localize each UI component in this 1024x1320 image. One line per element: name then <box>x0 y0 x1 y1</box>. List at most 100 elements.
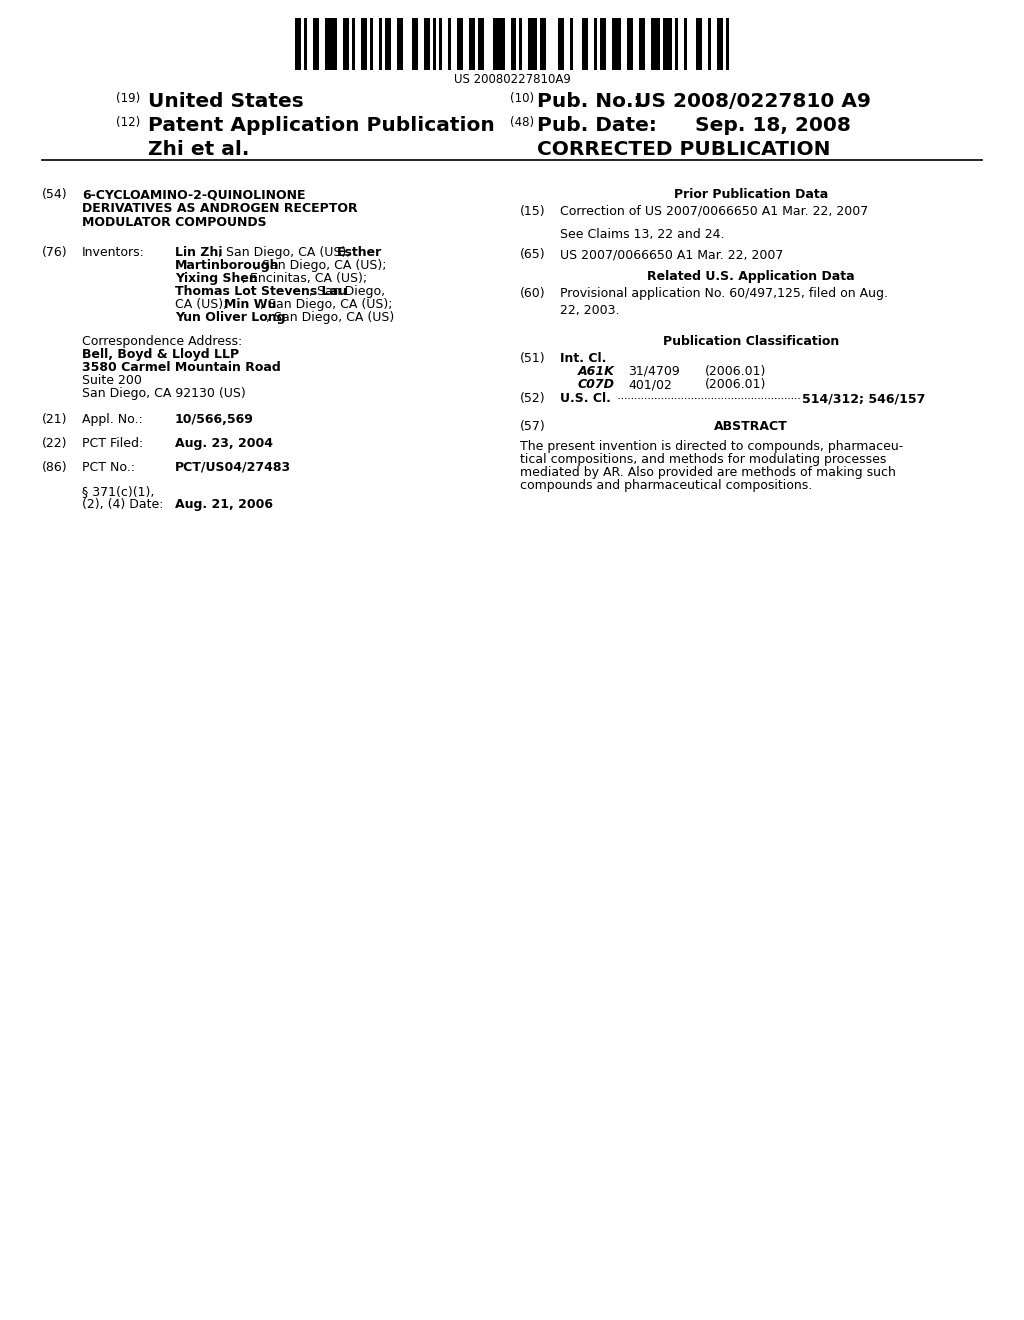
Text: Bell, Boyd & Lloyd LLP: Bell, Boyd & Lloyd LLP <box>82 348 240 360</box>
Text: Martinborough: Martinborough <box>175 259 280 272</box>
Text: PCT/US04/27483: PCT/US04/27483 <box>175 461 291 474</box>
Bar <box>295 18 301 70</box>
Text: Int. Cl.: Int. Cl. <box>560 352 606 366</box>
Text: Prior Publication Data: Prior Publication Data <box>674 187 828 201</box>
Bar <box>684 18 687 70</box>
Text: , San Diego, CA (US): , San Diego, CA (US) <box>266 312 394 323</box>
Text: PCT No.:: PCT No.: <box>82 461 135 474</box>
Text: Yun Oliver Long: Yun Oliver Long <box>175 312 286 323</box>
Text: US 2007/0066650 A1 Mar. 22, 2007: US 2007/0066650 A1 Mar. 22, 2007 <box>560 248 783 261</box>
Bar <box>583 18 589 70</box>
Text: Min Wu: Min Wu <box>223 298 276 312</box>
Text: US 20080227810A9: US 20080227810A9 <box>454 73 570 86</box>
Text: DERIVATIVES AS ANDROGEN RECEPTOR: DERIVATIVES AS ANDROGEN RECEPTOR <box>82 202 357 215</box>
Bar <box>424 18 430 70</box>
Text: See Claims 13, 22 and 24.: See Claims 13, 22 and 24. <box>560 228 725 242</box>
Text: San Diego, CA 92130 (US): San Diego, CA 92130 (US) <box>82 387 246 400</box>
Bar <box>528 18 538 70</box>
Bar <box>447 18 451 70</box>
Bar <box>457 18 463 70</box>
Bar <box>651 18 660 70</box>
Text: Pub. No.:: Pub. No.: <box>537 92 641 111</box>
Text: (57): (57) <box>520 420 546 433</box>
Text: 6-CYCLOAMINO-2-QUINOLINONE: 6-CYCLOAMINO-2-QUINOLINONE <box>82 187 305 201</box>
Bar <box>519 18 522 70</box>
Text: (65): (65) <box>520 248 546 261</box>
Text: (10): (10) <box>510 92 535 106</box>
Bar <box>628 18 633 70</box>
Text: 10/566,569: 10/566,569 <box>175 413 254 426</box>
Text: Pub. Date:: Pub. Date: <box>537 116 656 135</box>
Text: Correspondence Address:: Correspondence Address: <box>82 335 243 348</box>
Text: PCT Filed:: PCT Filed: <box>82 437 143 450</box>
Text: , Encinitas, CA (US);: , Encinitas, CA (US); <box>242 272 368 285</box>
Bar <box>412 18 418 70</box>
Bar <box>469 18 474 70</box>
Text: ABSTRACT: ABSTRACT <box>714 420 787 433</box>
Text: (2), (4) Date:: (2), (4) Date: <box>82 498 164 511</box>
Text: (52): (52) <box>520 392 546 405</box>
Bar <box>594 18 597 70</box>
Bar <box>717 18 723 70</box>
Text: (86): (86) <box>42 461 68 474</box>
Text: CA (US);: CA (US); <box>175 298 231 312</box>
Text: mediated by AR. Also provided are methods of making such: mediated by AR. Also provided are method… <box>520 466 896 479</box>
Text: 31/4709: 31/4709 <box>628 366 680 378</box>
Bar <box>313 18 318 70</box>
Bar <box>639 18 645 70</box>
Bar <box>343 18 349 70</box>
Text: Thomas Lot Stevens Lau: Thomas Lot Stevens Lau <box>175 285 347 298</box>
Bar <box>675 18 678 70</box>
Text: Appl. No.:: Appl. No.: <box>82 413 142 426</box>
Text: Inventors:: Inventors: <box>82 246 144 259</box>
Text: (51): (51) <box>520 352 546 366</box>
Text: (21): (21) <box>42 413 68 426</box>
Bar <box>352 18 355 70</box>
Text: Aug. 21, 2006: Aug. 21, 2006 <box>175 498 273 511</box>
Text: US 2008/0227810 A9: US 2008/0227810 A9 <box>635 92 870 111</box>
Text: (22): (22) <box>42 437 68 450</box>
Bar <box>708 18 711 70</box>
Text: CORRECTED PUBLICATION: CORRECTED PUBLICATION <box>537 140 830 158</box>
Text: Provisional application No. 60/497,125, filed on Aug.
22, 2003.: Provisional application No. 60/497,125, … <box>560 286 888 317</box>
Text: (15): (15) <box>520 205 546 218</box>
Bar <box>438 18 441 70</box>
Text: 514/312; 546/157: 514/312; 546/157 <box>802 392 926 405</box>
Text: U.S. Cl.: U.S. Cl. <box>560 392 611 405</box>
Bar <box>612 18 622 70</box>
Text: Patent Application Publication: Patent Application Publication <box>148 116 495 135</box>
Bar <box>541 18 547 70</box>
Bar <box>696 18 702 70</box>
Text: , San Diego, CA (US);: , San Diego, CA (US); <box>254 259 387 272</box>
Bar <box>379 18 382 70</box>
Text: (2006.01): (2006.01) <box>705 366 766 378</box>
Bar <box>493 18 505 70</box>
Bar <box>511 18 516 70</box>
Text: , San Diego,: , San Diego, <box>309 285 385 298</box>
Bar <box>570 18 573 70</box>
Text: Yixing Shen: Yixing Shen <box>175 272 258 285</box>
Bar <box>726 18 729 70</box>
Bar <box>477 18 483 70</box>
Bar <box>558 18 564 70</box>
Bar <box>385 18 391 70</box>
Bar <box>396 18 402 70</box>
Text: (54): (54) <box>42 187 68 201</box>
Bar <box>433 18 435 70</box>
Text: , San Diego, CA (US);: , San Diego, CA (US); <box>218 246 354 259</box>
Text: tical compositions, and methods for modulating processes: tical compositions, and methods for modu… <box>520 453 887 466</box>
Text: United States: United States <box>148 92 304 111</box>
Text: § 371(c)(1),: § 371(c)(1), <box>82 484 155 498</box>
Bar <box>304 18 307 70</box>
Text: 401/02: 401/02 <box>628 378 672 391</box>
Text: , San Diego, CA (US);: , San Diego, CA (US); <box>260 298 392 312</box>
Text: Zhi et al.: Zhi et al. <box>148 140 250 158</box>
Text: Suite 200: Suite 200 <box>82 374 142 387</box>
Text: (12): (12) <box>116 116 140 129</box>
Bar <box>600 18 606 70</box>
Text: Lin Zhi: Lin Zhi <box>175 246 222 259</box>
Text: (2006.01): (2006.01) <box>705 378 766 391</box>
Text: (48): (48) <box>510 116 535 129</box>
Text: Esther: Esther <box>337 246 382 259</box>
Text: (60): (60) <box>520 286 546 300</box>
